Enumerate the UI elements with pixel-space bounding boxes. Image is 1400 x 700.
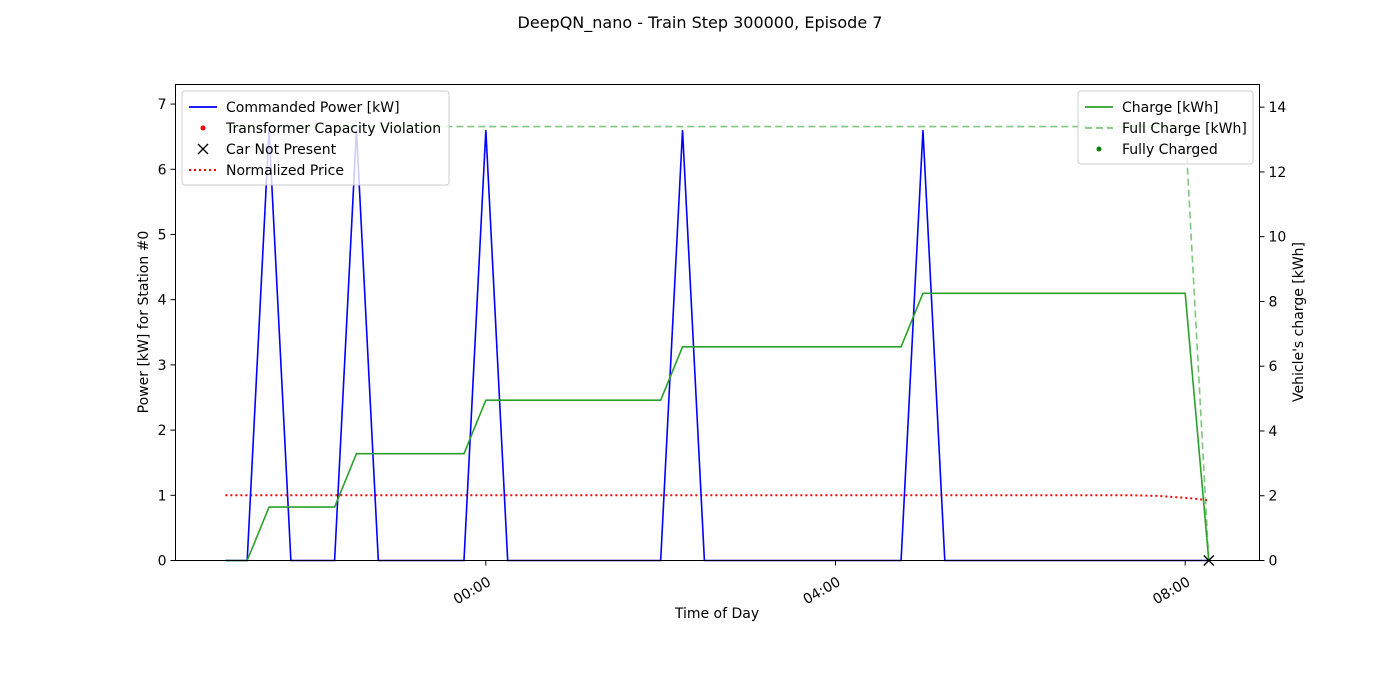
y-tick-label-right: 8 xyxy=(1269,294,1278,310)
y-tick-label-left: 2 xyxy=(158,423,167,439)
legend-label-commanded-power-kw: Commanded Power [kW] xyxy=(226,100,400,116)
y-axis-label-left: Power [kW] for Station #0 xyxy=(136,231,152,414)
legend-box xyxy=(1077,90,1254,165)
y-tick-label-left: 6 xyxy=(158,162,167,178)
y-tick-label-right: 6 xyxy=(1269,359,1278,375)
plot-frame xyxy=(175,84,1260,561)
y-tick-label-left: 3 xyxy=(158,358,167,374)
chart-title: DeepQN_nano - Train Step 300000, Episode… xyxy=(518,13,883,33)
y-axis-label-right: Vehicle's charge [kWh] xyxy=(1291,242,1307,402)
y-tick-label-left: 4 xyxy=(158,293,167,309)
y-tick-label-right: 0 xyxy=(1269,554,1278,570)
series-line-charge-kwh xyxy=(225,292,1210,562)
legend-label-fully-charged: Fully Charged xyxy=(1122,142,1218,158)
legend-label-normalized-price: Normalized Price xyxy=(226,163,344,179)
y-tick-label-right: 10 xyxy=(1269,230,1287,246)
x-tick-label: 04:00 xyxy=(801,574,844,608)
y-tick-label-left: 0 xyxy=(158,554,167,570)
y-tick-label-right: 14 xyxy=(1269,100,1287,116)
y-tick-label-left: 5 xyxy=(158,227,167,243)
legend-label-car-not-present: Car Not Present xyxy=(226,142,337,158)
legend-handle-transformer-capacity-violation xyxy=(200,125,206,131)
series-line-normalized-price xyxy=(225,494,1209,502)
legend-handle-car-not-present xyxy=(197,143,209,155)
y-tick-label-right: 12 xyxy=(1269,165,1287,181)
legend-left: Commanded Power [kW] Transformer Capacity… xyxy=(181,90,450,186)
x-axis-label: Time of Day xyxy=(674,606,759,622)
y-tick-label-left: 7 xyxy=(158,97,167,113)
legend-handle-fully-charged xyxy=(1096,146,1102,152)
legend-label-charge-kwh: Charge [kWh] xyxy=(1122,100,1218,116)
x-tick-label: 00:00 xyxy=(451,574,494,608)
legend-label-transformer-capacity-violation: Transformer Capacity Violation xyxy=(225,121,441,137)
x-tick-label: 08:00 xyxy=(1150,574,1193,608)
legend-box xyxy=(181,90,450,186)
y-tick-label-right: 4 xyxy=(1269,424,1278,440)
legend-right: Charge [kWh] Full Charge [kWh] Fully Charg… xyxy=(1077,90,1254,165)
y-tick-label-left: 1 xyxy=(158,488,167,504)
plot-area xyxy=(225,125,1215,566)
y-tick-label-right: 2 xyxy=(1269,489,1278,505)
legend-label-full-charge-kwh: Full Charge [kWh] xyxy=(1122,121,1247,137)
